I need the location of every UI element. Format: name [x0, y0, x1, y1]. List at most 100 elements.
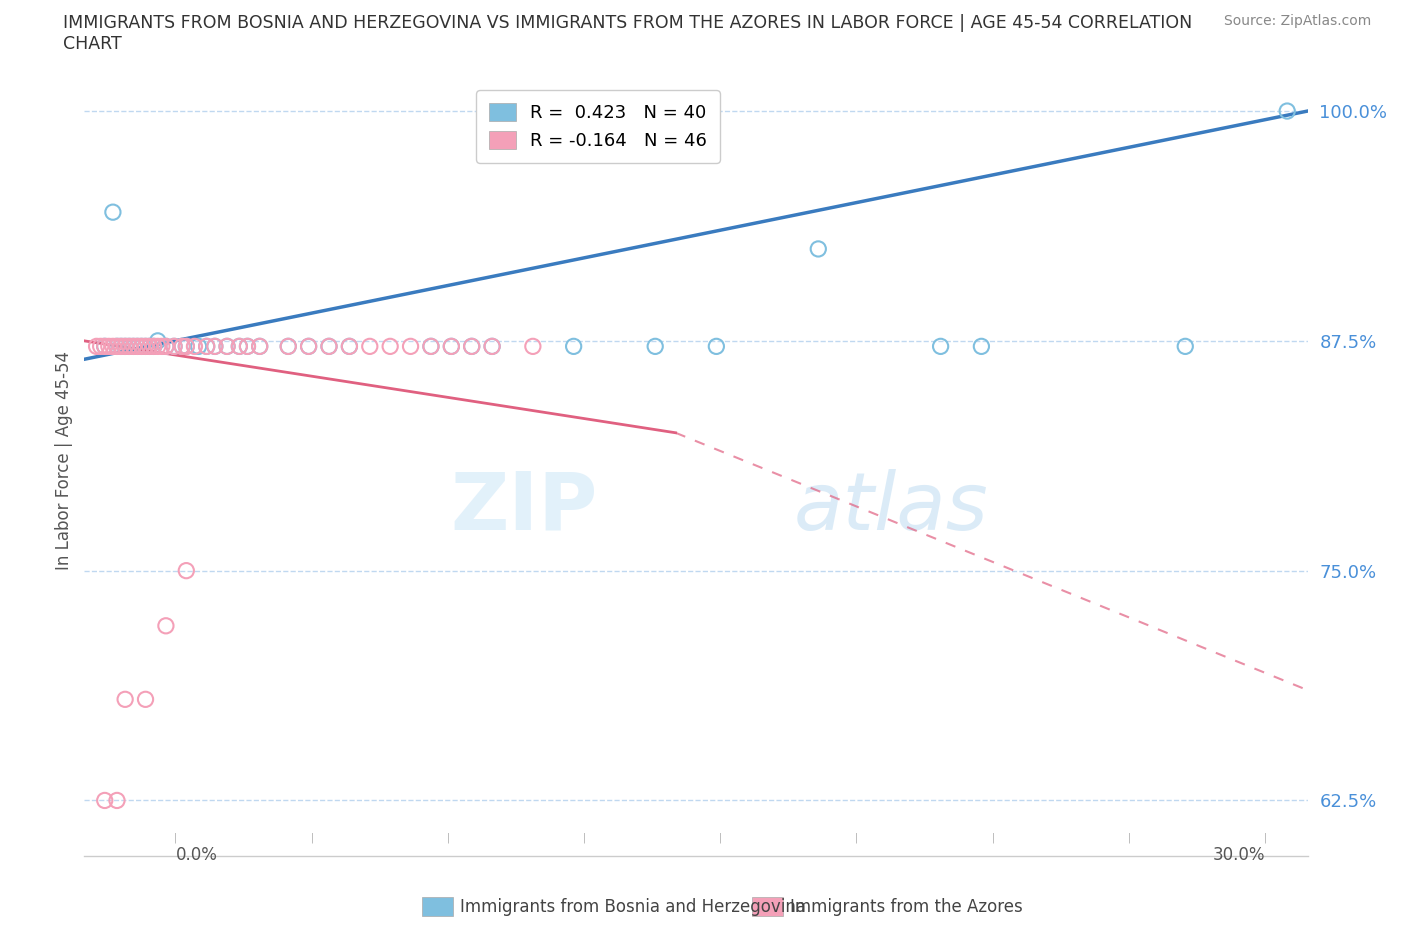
Point: [187, 339, 209, 353]
Point: [131, 339, 153, 353]
Point: [172, 339, 194, 353]
Point: [105, 339, 128, 353]
Point: [359, 339, 381, 353]
Point: [440, 339, 463, 353]
Point: [249, 339, 271, 353]
Point: [1277, 103, 1299, 118]
Point: [522, 339, 544, 353]
Point: [807, 242, 830, 257]
Point: [142, 339, 165, 353]
Point: [440, 339, 463, 353]
Text: |: |: [991, 832, 994, 843]
Text: |: |: [174, 832, 177, 843]
Point: [135, 692, 157, 707]
Point: [146, 334, 169, 349]
Point: [174, 339, 197, 353]
Point: [970, 339, 993, 353]
Point: [298, 339, 321, 353]
Text: |: |: [855, 832, 859, 843]
Point: [86, 339, 108, 353]
Point: [93, 339, 115, 353]
Point: [172, 339, 194, 353]
Point: [105, 339, 128, 353]
Text: |: |: [1264, 832, 1267, 843]
Point: [277, 339, 299, 353]
Point: [163, 339, 186, 353]
Point: [122, 339, 145, 353]
Point: [339, 339, 361, 353]
Text: 30.0%: 30.0%: [1213, 846, 1265, 864]
Point: [114, 692, 136, 707]
Point: [105, 793, 128, 808]
Point: [277, 339, 299, 353]
Text: Source: ZipAtlas.com: Source: ZipAtlas.com: [1223, 14, 1371, 28]
Point: [101, 205, 124, 219]
Point: [114, 339, 136, 353]
Point: [249, 339, 271, 353]
Text: 0.0%: 0.0%: [176, 846, 218, 864]
Point: [195, 339, 218, 353]
Point: [228, 339, 250, 353]
Point: [142, 339, 165, 353]
Point: [90, 339, 112, 353]
Point: [135, 339, 157, 353]
Text: Immigrants from the Azores: Immigrants from the Azores: [790, 897, 1024, 916]
Point: [228, 339, 250, 353]
Point: [236, 339, 259, 353]
Point: [138, 339, 160, 353]
Point: [131, 339, 153, 353]
Point: [481, 339, 503, 353]
Point: [298, 339, 321, 353]
Text: |: |: [582, 832, 586, 843]
Point: [110, 339, 132, 353]
Point: [1174, 339, 1197, 353]
Text: atlas: atlas: [794, 469, 988, 547]
Point: [420, 339, 443, 353]
Point: [114, 339, 136, 353]
Point: [118, 339, 141, 353]
Point: [420, 339, 443, 353]
Point: [706, 339, 728, 353]
Point: [318, 339, 340, 353]
Point: [562, 339, 585, 353]
Text: |: |: [1128, 832, 1130, 843]
Point: [155, 339, 177, 353]
Point: [97, 339, 120, 353]
Point: [204, 339, 226, 353]
Text: Immigrants from Bosnia and Herzegovina: Immigrants from Bosnia and Herzegovina: [460, 897, 806, 916]
Point: [155, 339, 177, 353]
Point: [929, 339, 952, 353]
Point: [644, 339, 666, 353]
Point: [318, 339, 340, 353]
Text: |: |: [718, 832, 723, 843]
Point: [174, 339, 197, 353]
Point: [118, 339, 141, 353]
Point: [135, 339, 157, 353]
Point: [150, 339, 173, 353]
Point: [110, 339, 132, 353]
Text: |: |: [447, 832, 450, 843]
Point: [122, 339, 145, 353]
Point: [461, 339, 484, 353]
Y-axis label: In Labor Force | Age 45-54: In Labor Force | Age 45-54: [55, 351, 73, 570]
Text: IMMIGRANTS FROM BOSNIA AND HERZEGOVINA VS IMMIGRANTS FROM THE AZORES IN LABOR FO: IMMIGRANTS FROM BOSNIA AND HERZEGOVINA V…: [63, 14, 1192, 32]
Point: [155, 618, 177, 633]
Point: [93, 793, 115, 808]
Text: CHART: CHART: [63, 35, 122, 53]
Legend: R =  0.423   N = 40, R = -0.164   N = 46: R = 0.423 N = 40, R = -0.164 N = 46: [477, 90, 720, 163]
Point: [101, 339, 124, 353]
Point: [461, 339, 484, 353]
Point: [236, 339, 259, 353]
Point: [481, 339, 503, 353]
Point: [174, 564, 197, 578]
Text: ZIP: ZIP: [451, 469, 598, 547]
Text: |: |: [311, 832, 314, 843]
Point: [138, 339, 160, 353]
Point: [163, 339, 186, 353]
Point: [380, 339, 402, 353]
Point: [127, 339, 149, 353]
Point: [146, 339, 169, 353]
Point: [399, 339, 422, 353]
Point: [217, 339, 239, 353]
Point: [204, 339, 226, 353]
